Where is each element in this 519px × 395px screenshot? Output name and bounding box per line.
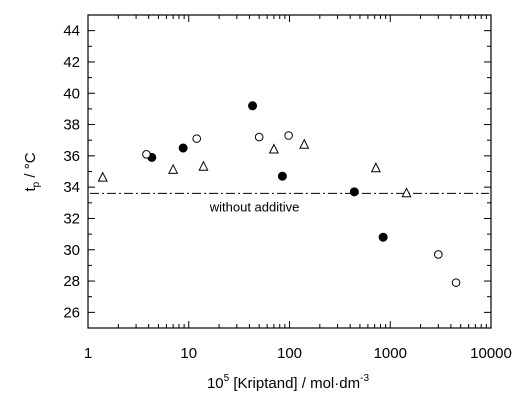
open-triangle-point (198, 160, 209, 171)
y-tick-label: 38 (63, 117, 80, 134)
y-tick-label: 28 (63, 273, 80, 290)
y-axis-title-rest: / °C (22, 152, 39, 182)
filled-circle-point (248, 101, 258, 111)
y-tick-label: 44 (63, 23, 80, 40)
y-tick-label: 26 (63, 304, 80, 321)
x-tick-label: 100 (277, 345, 302, 362)
tick-labels: 26 28 30 32 34 36 38 40 42 44 1 10 100 1000 10000 (63, 23, 512, 362)
filled-circle-point (277, 171, 287, 181)
y-axis-title-main: t (22, 187, 39, 192)
y-tick-label: 40 (63, 85, 80, 102)
open-triangle-point (168, 163, 179, 174)
x-tick-label: 10000 (470, 345, 512, 362)
filled-circle-point (349, 187, 359, 197)
x-axis-title-unit-exponent: -3 (360, 373, 369, 384)
x-tick-label: 1 (84, 345, 92, 362)
x-axis-title-unit: [Kriptand] / mol·dm (229, 375, 360, 392)
reference-line-group: without additive (90, 192, 489, 214)
y-tick-label: 30 (63, 242, 80, 259)
axis-ticks (87, 14, 492, 329)
reference-line-label: without additive (209, 199, 300, 214)
open-triangle-point (97, 171, 108, 182)
plot-frame (87, 14, 492, 329)
x-tick-label: 10 (180, 345, 197, 362)
open-triangle-point (299, 138, 310, 149)
open-triangle-point (401, 187, 412, 198)
y-tick-label: 34 (63, 179, 80, 196)
open-circle-point (451, 278, 461, 287)
y-axis-title: tp / °C (22, 152, 42, 191)
y-axis-title-subscript: p (31, 181, 42, 187)
x-axis-title-base: 10 (207, 375, 224, 392)
x-tick-label: 1000 (374, 345, 407, 362)
open-triangle-point (268, 143, 279, 154)
filled-circle-point (178, 143, 188, 153)
open-circle-point (142, 149, 151, 159)
open-circle-point (192, 134, 202, 143)
y-tick-label: 36 (63, 148, 80, 165)
filled-circle-point (378, 232, 388, 242)
x-axis-title: 105 [Kriptand] / mol·dm-3 (207, 373, 369, 392)
data-points (97, 101, 461, 287)
y-tick-label: 42 (63, 54, 80, 71)
open-circle-point (434, 250, 443, 259)
open-circle-point (254, 132, 264, 142)
open-triangle-point (370, 162, 381, 173)
x-axis-title-exponent: 5 (224, 373, 230, 384)
y-tick-label: 32 (63, 210, 80, 227)
open-circle-point (284, 131, 293, 140)
